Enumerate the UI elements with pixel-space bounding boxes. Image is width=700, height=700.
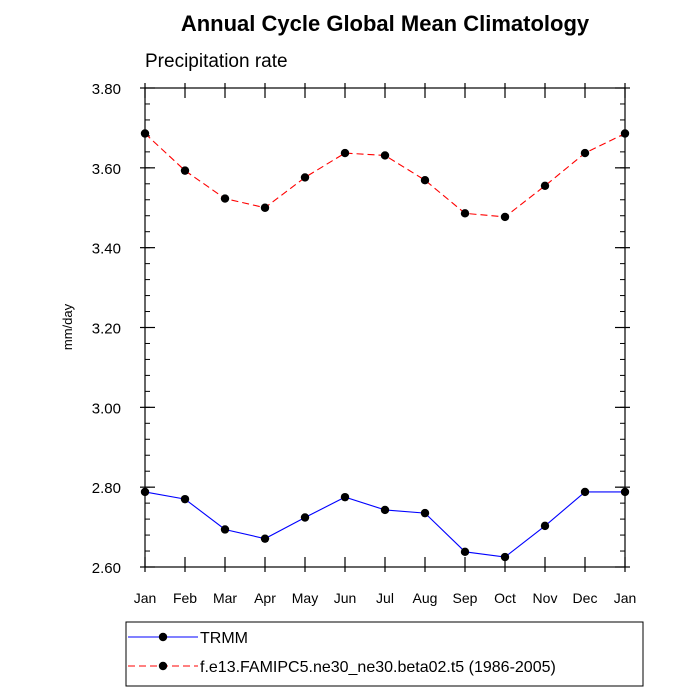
data-point: [580, 148, 590, 158]
x-tick-label: Nov: [533, 590, 558, 606]
x-tick-label: Apr: [254, 590, 276, 606]
series-line-0: [144, 491, 625, 558]
data-point: [220, 194, 230, 203]
legend-items: TRMM f.e13.FAMIPC5.ne30_ne30.beta02.t5 (1…: [128, 630, 556, 676]
series-line-1: [144, 133, 626, 218]
legend-marker: [158, 632, 168, 642]
y-axis-label: mm/day: [60, 303, 75, 350]
data-point: [460, 209, 470, 218]
data-point: [380, 505, 390, 515]
data-point: [340, 148, 350, 158]
data-point: [420, 176, 430, 185]
data-point: [180, 494, 190, 504]
series-points: [140, 129, 630, 562]
data-point: [380, 151, 390, 160]
chart-title: Annual Cycle Global Mean Climatology: [181, 11, 590, 36]
data-point: [540, 181, 550, 190]
data-point: [220, 525, 230, 534]
x-tick-label: Jan: [614, 590, 637, 606]
data-point: [260, 534, 270, 543]
data-point: [420, 508, 430, 518]
data-point: [180, 166, 190, 175]
legend-marker: [158, 661, 168, 671]
legend-box: [125, 621, 644, 687]
plot-frame: [144, 87, 626, 568]
chart-subtitle: Precipitation rate: [145, 51, 288, 72]
y-tick-label: 3.20: [92, 321, 121, 338]
data-point: [260, 203, 270, 212]
x-tick-label: Jul: [376, 590, 394, 606]
data-point: [340, 492, 350, 502]
legend-label-0: TRMM: [200, 630, 248, 647]
y-tick-labels: 2.60 2.80 3.00 3.20 3.40 3.60 3.80: [92, 81, 121, 577]
x-tick-label: Jun: [334, 590, 357, 606]
y-tick-label: 3.80: [92, 81, 121, 98]
data-point: [580, 487, 590, 497]
x-tick-label: Mar: [213, 590, 237, 606]
y-tick-label: 2.60: [92, 560, 121, 577]
x-tick-labels: Jan Feb Mar Apr May Jun Jul Aug Sep Oct Nov Dec Jan: [134, 590, 637, 606]
y-tick-label: 2.80: [92, 480, 121, 497]
x-tick-label: Oct: [494, 590, 516, 606]
y-tick-label: 3.40: [92, 241, 121, 258]
x-tick-label: Sep: [453, 590, 478, 606]
data-point: [540, 521, 550, 531]
x-tick-label: Dec: [573, 590, 598, 606]
y-tick-label: 3.00: [92, 400, 121, 417]
x-tick-label: Jan: [134, 590, 157, 606]
data-point: [500, 552, 510, 562]
x-tick-label: Aug: [413, 590, 438, 606]
series-lines: [144, 133, 626, 558]
data-point: [300, 173, 310, 182]
x-tick-label: May: [292, 590, 318, 606]
data-point: [300, 513, 310, 522]
legend-label-1: f.e13.FAMIPC5.ne30_ne30.beta02.t5 (1986-…: [200, 659, 556, 676]
data-point: [500, 212, 510, 222]
data-point: [460, 547, 470, 557]
y-tick-label: 3.60: [92, 161, 121, 178]
x-tick-label: Feb: [173, 590, 197, 606]
legend: TRMM f.e13.FAMIPC5.ne30_ne30.beta02.t5 (1…: [125, 621, 644, 687]
